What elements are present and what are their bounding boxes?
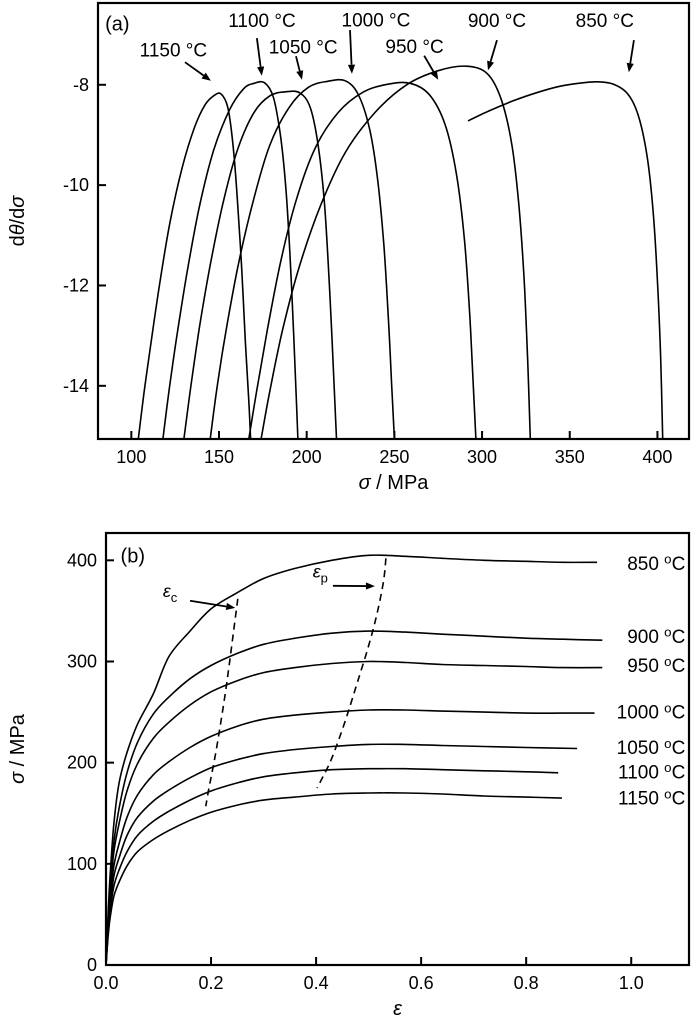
panel-a-y-tick-label: -10	[63, 175, 89, 195]
panel-a-label-temp-1100: 1100 °C	[228, 11, 295, 32]
panel-a-annotation-arrowhead	[430, 70, 439, 80]
panel-b-axes-frame	[104, 531, 691, 967]
panel-b-x-tick-label: 0.8	[514, 973, 539, 993]
panel-b-x-tick-label: 0.0	[93, 973, 118, 993]
series-1150-c-curve	[106, 792, 562, 965]
panel-b-x-tick-label: 0.2	[199, 973, 224, 993]
panel-a-label-panel-tag-a: (a)	[105, 14, 129, 36]
panel-b-curves	[106, 554, 603, 965]
panel-a-annotation-arrowhead	[257, 66, 265, 76]
panel-b-y-tick-label: 400	[67, 550, 97, 570]
panel-b-y-tick-label: 300	[67, 651, 97, 671]
panel-a-axes-frame	[96, 1, 691, 441]
panel-a-annotation-arrowhead	[201, 72, 211, 81]
panel-b-label-temp-950: 950 oC	[627, 654, 685, 677]
panel-a-x-tick-label: 300	[467, 447, 497, 467]
series-1100-c-curve	[106, 767, 559, 965]
panel-a-label-temp-1150: 1150 °C	[140, 40, 207, 61]
panel-b-x-tick-label: 1.0	[619, 973, 644, 993]
panel-b-annotation-arrowhead	[225, 602, 236, 610]
panel-b-label-epsilon-p-label: εp	[313, 562, 328, 586]
series-950-c-curve	[248, 81, 477, 439]
panel-a-x-tick-label: 100	[116, 447, 146, 467]
panel-b-label-temp-1100: 1100 oC	[618, 760, 685, 783]
series-1100-c-curve	[162, 80, 299, 439]
series-950-c-curve	[106, 660, 603, 965]
panel-a-annotation-arrow-line	[184, 61, 205, 77]
panel-a-x-tick-label: 200	[292, 447, 322, 467]
panel-a-annotation-arrow-line	[629, 39, 635, 64]
series-1150-c-curve	[137, 92, 252, 439]
panel-a-annotation-arrow-line	[423, 55, 435, 73]
panel-a-x-axis-label: σ / MPa	[359, 472, 430, 494]
panel-a-y-tick-label: -14	[63, 376, 89, 396]
panel-a-curves	[137, 65, 664, 439]
panel-a-annotation-arrowhead	[347, 64, 356, 74]
panel-b-label-temp-1000: 1000 oC	[617, 700, 686, 723]
series-epsilon-p-marker-curve	[316, 558, 387, 789]
panel-a-label-temp-1050: 1050 °C	[269, 37, 338, 58]
panel-a-x-tick-label: 150	[204, 447, 234, 467]
series-1050-c-curve	[106, 743, 578, 965]
panel-a-label-temp-900: 900 °C	[468, 11, 526, 32]
panel-b-label-epsilon-c-label: εc	[163, 581, 178, 605]
panel-b-label-panel-tag-b: (b)	[121, 545, 145, 567]
panel-a-label-temp-850: 850 °C	[576, 11, 634, 32]
series-850-c-curve	[106, 554, 598, 965]
series-900-c-curve	[106, 630, 603, 965]
panel-a-annotation-arrowhead	[626, 62, 634, 73]
panel-a-label-temp-1000: 1000 °C	[342, 11, 411, 32]
panel-b-x-tick-label: 0.4	[304, 973, 329, 993]
panel-a-annotation-arrow-line	[295, 55, 301, 72]
series-1000-c-curve	[209, 78, 396, 439]
series-epsilon-c-marker-curve	[205, 598, 239, 807]
panel-a-annotation-arrow-line	[489, 39, 498, 62]
series-850-c-curve	[467, 80, 664, 439]
panel-a-y-tick-label: -8	[73, 75, 89, 95]
panel-a-label-temp-950: 950 °C	[385, 37, 443, 58]
panel-a-x-tick-label: 250	[379, 447, 409, 467]
panel-b-annotation-arrowhead	[365, 582, 375, 590]
panel-a-annotation-arrowhead	[487, 60, 494, 71]
panel-a-y-tick-label: -12	[63, 275, 89, 295]
panel-b-y-tick-label: 200	[67, 753, 97, 773]
series-1000-c-curve	[106, 709, 595, 965]
panel-b-y-tick-label: 0	[87, 955, 97, 975]
panel-b-annotation-arrow-line	[189, 599, 227, 608]
series-1050-c-curve	[183, 90, 338, 439]
panel-b-y-tick-label: 100	[67, 854, 97, 874]
panel-a-x-tick-label: 350	[555, 447, 585, 467]
panel-a-x-tick-label: 400	[642, 447, 672, 467]
panel-b: 0.0 0.2 0.4 0.6 0.8 1.0 0 100 200 300 400 ε σ / MPa (…	[7, 531, 691, 1020]
series-900-c-curve	[260, 65, 532, 439]
panel-a: 100 150 200 250 300 350 400 -8 -10 -12 -14 σ / MPa d…	[7, 1, 691, 494]
panel-b-label-temp-1150: 1150 oC	[618, 786, 685, 809]
panel-b-y-axis-label: σ / MPa	[7, 713, 29, 784]
panel-a-y-axis-label: dθ/dσ	[7, 195, 29, 247]
panel-b-x-tick-label: 0.6	[409, 973, 434, 993]
panel-b-label-temp-900: 900 oC	[627, 625, 685, 648]
panel-b-x-axis-label: ε	[393, 998, 403, 1020]
panel-a-annotation-arrow-line	[255, 38, 262, 67]
panel-b-label-temp-850: 850 oC	[627, 552, 685, 575]
panel-a-annotation-arrow-line	[349, 30, 353, 65]
panel-a-annotation-arrowhead	[296, 70, 304, 80]
panel-b-label-temp-1050: 1050 oC	[617, 736, 686, 759]
